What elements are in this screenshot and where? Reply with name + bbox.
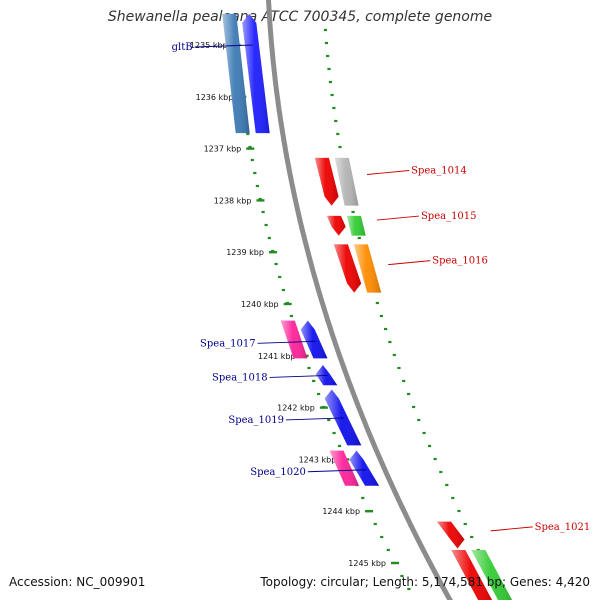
label-leader-line [194,44,253,48]
gene-feature-spea_1021[interactable] [437,521,465,549]
gene-feature-spea_1019[interactable] [324,389,362,446]
gene-label[interactable]: Spea_1017 [200,338,256,349]
tick-label: 1243 kbp [299,455,337,464]
tick-label: 1240 kbp [241,300,279,309]
tick-label: 1238 kbp [214,196,252,205]
gene-feature[interactable] [471,550,514,600]
tick-label: 1237 kbp [204,145,242,154]
gene-feature-spea_1016[interactable] [333,244,362,293]
tick-label: 1242 kbp [277,404,315,413]
feature-labels-layer: gltB Spea_1014 Spea_1015 Spea_1016 Spea_1017… [172,42,591,533]
gene-feature[interactable] [451,550,494,600]
gene-label[interactable]: Spea_1019 [228,415,284,426]
gene-feature[interactable] [329,450,360,486]
tick-label: 1236 kbp [196,93,234,102]
gene-feature[interactable] [280,320,308,359]
gene-label[interactable]: Spea_1018 [212,372,268,383]
tick-label: 1245 kbp [348,559,386,568]
label-leader-line [388,260,431,266]
gene-label[interactable]: Spea_1016 [432,256,488,267]
label-leader-line [367,170,410,175]
map-title: Shewanella pealeana ATCC 700345, complet… [107,9,493,25]
gene-label[interactable]: Spea_1020 [250,467,306,478]
gene-feature[interactable] [347,215,366,236]
label-leader-line [307,469,366,473]
features-layer [222,13,514,600]
genome-summary-text: Topology: circular; Length: 5,174,581 bp… [260,575,590,589]
gene-label[interactable]: Spea_1021 [535,522,591,533]
label-leader-line [269,375,328,378]
label-leader-line [490,526,533,532]
accession-text: Accession: NC_009901 [9,575,146,589]
gene-feature[interactable] [334,157,359,206]
label-leader-line [257,340,316,344]
gene-feature-spea_1015[interactable] [327,215,346,236]
gene-label[interactable]: Spea_1015 [421,211,477,222]
gene-feature-gltb[interactable] [242,13,270,134]
gene-label[interactable]: gltB [172,42,193,53]
tick-labels-layer: 1235 kbp 1236 kbp 1237 kbp 1238 kbp 1239 kbp… [190,41,400,568]
tick-label: 1235 kbp [190,41,228,50]
label-leader-line [285,417,344,421]
tick-label: 1244 kbp [322,507,360,516]
gene-feature-spea_1017[interactable] [300,320,328,359]
gene-feature[interactable] [222,13,250,134]
gene-label[interactable]: Spea_1014 [411,166,467,177]
tick-label: 1241 kbp [258,352,296,361]
tick-label: 1239 kbp [226,248,264,257]
label-leader-line [376,215,419,221]
tick-marks-layer [233,28,501,591]
genome-backbone [265,0,453,600]
gene-feature-spea_1014[interactable] [314,157,339,206]
gene-feature[interactable] [353,244,382,293]
gene-feature-spea_1020[interactable] [349,450,380,486]
